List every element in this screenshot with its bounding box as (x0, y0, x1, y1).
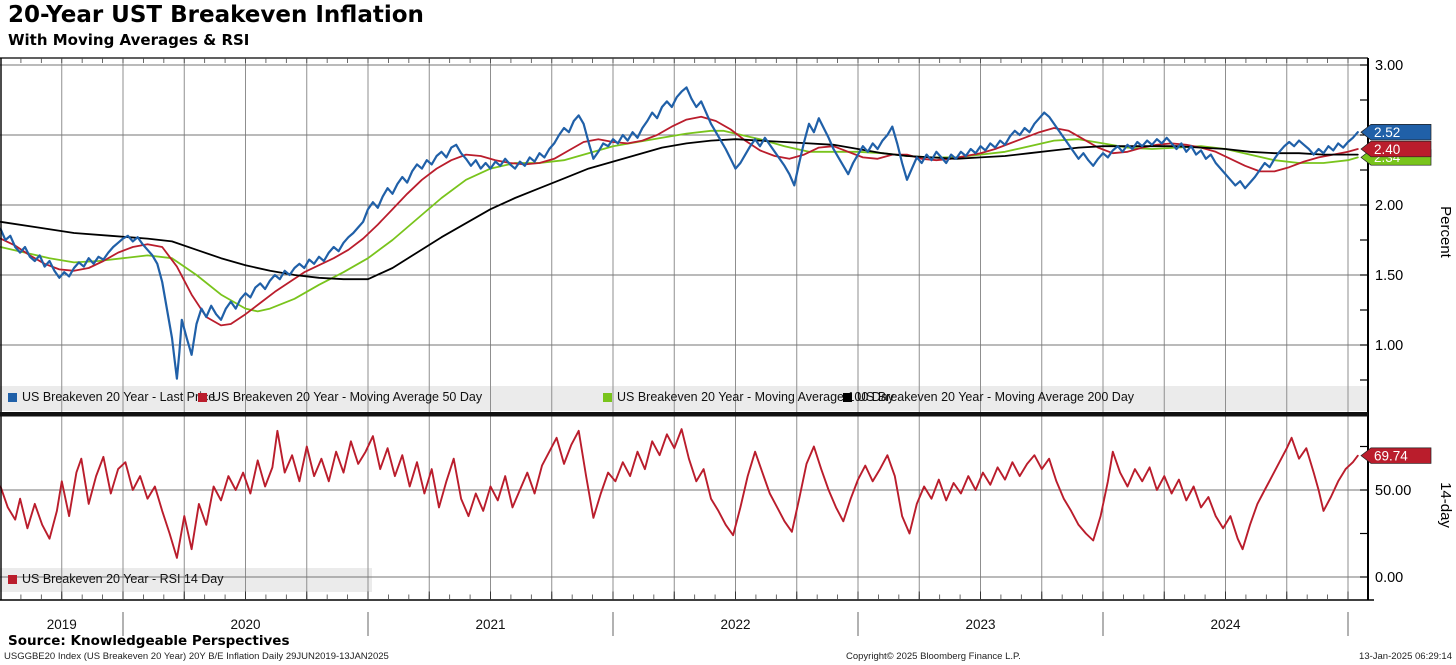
rsi-axis-tick-label: 0.00 (1375, 570, 1403, 586)
year-label-2022: 2022 (720, 617, 750, 632)
svg-text:2.52: 2.52 (1374, 125, 1400, 140)
year-label-2021: 2021 (475, 617, 505, 632)
legend-label: US Breakeven 20 Year - Last Price (22, 390, 216, 404)
legend-swatch-icon (843, 392, 852, 402)
year-label-2024: 2024 (1210, 617, 1241, 632)
legend-item-last-price[interactable]: US Breakeven 20 Year - Last Price (8, 390, 215, 404)
legend-label: US Breakeven 20 Year - RSI 14 Day (22, 572, 224, 586)
main-chart-legend: US Breakeven 20 Year - Last Price US Brea… (0, 386, 1368, 411)
svg-text:2.40: 2.40 (1374, 142, 1400, 157)
legend-item-ma-50[interactable]: US Breakeven 20 Year - Moving Average 50… (198, 390, 482, 404)
rsi-axis-title: 14-day (1437, 482, 1454, 528)
main-axis-tick-label: 3.00 (1375, 58, 1403, 74)
rsi-axis-tick-label: 50.00 (1375, 483, 1411, 499)
svg-text:69.74: 69.74 (1374, 448, 1408, 463)
legend-item-ma-100[interactable]: US Breakeven 20 Year - Moving Average 10… (603, 390, 894, 404)
legend-label: US Breakeven 20 Year - Moving Average 10… (617, 390, 895, 404)
footer-ticker-description: USGGBE20 Index (US Breakeven 20 Year) 20… (4, 651, 389, 662)
main-legend-strip (0, 386, 1368, 411)
legend-label: US Breakeven 20 Year - Moving Average 20… (857, 390, 1135, 404)
price-tag-last: 2.52 (1360, 124, 1432, 141)
source-line: Source: Knowledgeable Perspectives (8, 633, 290, 649)
legend-swatch-icon (8, 574, 17, 584)
rsi-chart-legend: US Breakeven 20 Year - RSI 14 Day (0, 568, 1368, 593)
legend-item-ma-200[interactable]: US Breakeven 20 Year - Moving Average 20… (843, 390, 1134, 404)
main-axis-tick-label: 2.00 (1375, 198, 1403, 214)
legend-swatch-icon (8, 392, 17, 402)
year-label-2019: 2019 (47, 617, 77, 632)
ma-50-line (0, 115, 1359, 327)
footer-copyright: Copyright© 2025 Bloomberg Finance L.P. (846, 651, 1021, 662)
legend-swatch-icon (603, 392, 612, 402)
ma-100-line (0, 129, 1359, 313)
year-label-2023: 2023 (965, 617, 995, 632)
year-label-2020: 2020 (230, 617, 260, 632)
last-price-line (0, 86, 1359, 380)
percent-axis-title: Percent (1437, 206, 1454, 259)
page-title: 20-Year UST Breakeven Inflation (8, 2, 424, 28)
main-axis-tick-label: 1.00 (1375, 338, 1403, 354)
price-tag-ma50: 2.40 (1360, 140, 1432, 158)
page-subtitle: With Moving Averages & RSI (8, 31, 250, 49)
panel-divider (0, 412, 1368, 417)
main-axis-tick-label: 1.50 (1375, 268, 1403, 284)
legend-item-rsi[interactable]: US Breakeven 20 Year - RSI 14 Day (8, 572, 224, 586)
rsi-tag: 69.74 (1360, 447, 1432, 464)
rsi-line (0, 428, 1359, 559)
legend-label: US Breakeven 20 Year - Moving Average 50… (212, 390, 483, 404)
legend-swatch-icon (198, 392, 207, 402)
footer-timestamp: 13-Jan-2025 06:29:14 (1359, 651, 1452, 662)
ma-200-line (0, 138, 1359, 281)
